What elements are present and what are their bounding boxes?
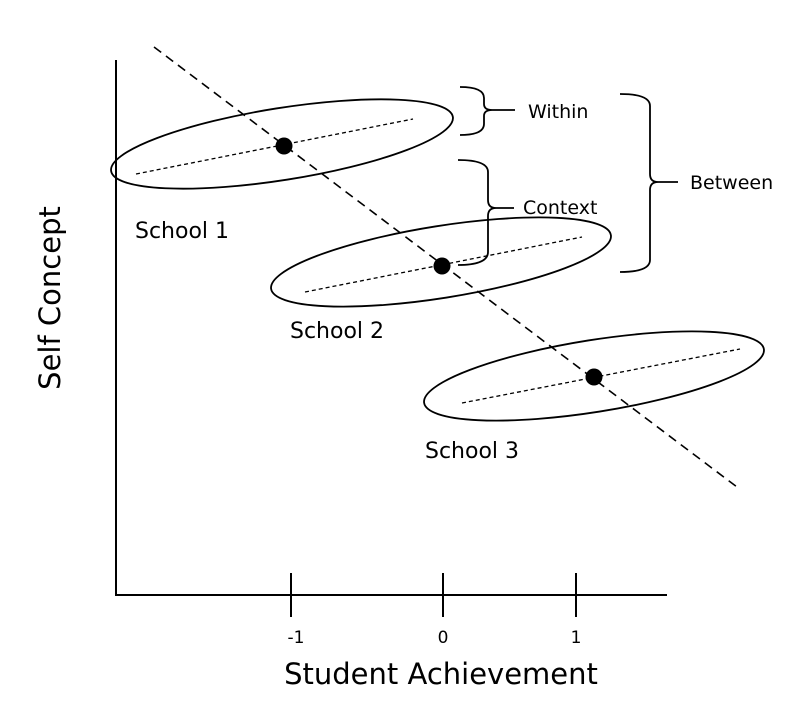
school-1-mean-dot: [275, 137, 293, 155]
between-brace: [619, 93, 659, 273]
x-tick-label-1: 1: [571, 628, 582, 648]
school-1-ellipse: [110, 98, 454, 190]
x-axis-title: Student Achievement: [284, 657, 598, 691]
within-brace: [459, 86, 493, 136]
school-2-ellipse: [270, 216, 612, 308]
context-brace: [457, 159, 497, 266]
y-axis-title: Self Concept: [33, 206, 67, 390]
school-1-label: School 1: [135, 219, 229, 244]
within-label: Within: [528, 101, 588, 123]
between-label: Between: [690, 172, 773, 194]
school-1-within-line: [135, 118, 414, 175]
school-2-mean-dot: [433, 257, 451, 275]
school-3-ellipse: [423, 330, 765, 422]
context-label: Context: [523, 197, 597, 219]
x-tick-label-minus1: -1: [288, 628, 305, 648]
school-3-label: School 3: [425, 439, 519, 464]
school-3-mean-dot: [585, 368, 603, 386]
school-2-label: School 2: [290, 319, 384, 344]
x-tick-label-0: 0: [438, 628, 449, 648]
